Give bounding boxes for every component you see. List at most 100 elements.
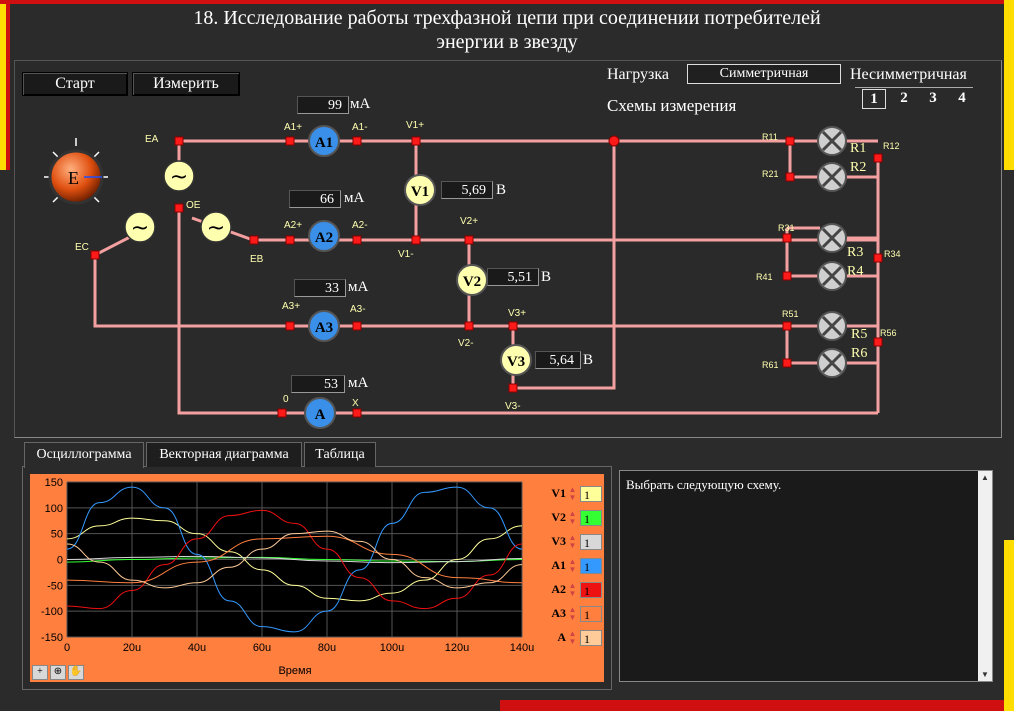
schemes-divider [855, 87, 973, 88]
ammeter-a [304, 397, 336, 429]
ammeter-a2 [308, 220, 340, 252]
load-selector[interactable]: Симметричная [687, 64, 841, 84]
series-a3-line [66, 535, 523, 584]
a1-display: 99 [297, 96, 349, 114]
window-title: 18. Исследование работы трехфазной цепи … [0, 6, 1014, 54]
v3-unit: В [583, 352, 594, 368]
channel-v2-label: V2 [551, 510, 566, 524]
start-button[interactable]: Старт [22, 72, 128, 96]
tab-vector-diagram[interactable]: Векторная диаграмма [146, 442, 302, 467]
frame-accent-top-left [0, 0, 6, 170]
scheme-2[interactable]: 2 [900, 90, 908, 106]
y-tick-labels: 150 100 50 0 -50 -100 -150 [41, 477, 63, 644]
series-v1-line [66, 517, 523, 602]
measure-button[interactable]: Измерить [132, 72, 240, 96]
channel-a1-value[interactable]: 1 [580, 558, 602, 574]
tab-table[interactable]: Таблица [304, 442, 376, 467]
generator-c [124, 211, 156, 243]
node-r21-label: R21 [762, 169, 779, 179]
channel-v3-stepper-icon[interactable]: ▲ ▼ [568, 533, 577, 550]
frame-accent-top-left-red [6, 0, 10, 170]
lamp-r3-label: R3 [847, 245, 863, 260]
channel-a-value[interactable]: 1 [580, 630, 602, 646]
v1-plus-label: V1+ [406, 120, 424, 131]
v2-unit: В [541, 269, 552, 285]
cursor-tool-icon[interactable]: + [32, 665, 48, 680]
x-tick-label: 140u [510, 642, 534, 654]
voltmeter-v3 [500, 344, 532, 376]
a1-unit: мА [350, 96, 371, 112]
a-minus-label: X [352, 398, 359, 409]
scrollbar[interactable]: ▲ ▼ [978, 471, 992, 681]
channel-a2-label: A2 [551, 582, 566, 596]
node-r41-label: R41 [756, 272, 773, 282]
generator-a [163, 160, 195, 192]
message-text: Выбрать следующую схему. [626, 477, 782, 492]
y-tick-label: 150 [45, 477, 63, 489]
lamp-r6-label: R6 [851, 346, 867, 361]
load-asym-option[interactable]: Несимметричная [850, 66, 967, 83]
y-tick-label: 0 [57, 555, 63, 567]
x-axis-label: Время [278, 665, 311, 677]
schemes-label: Схемы измерения [607, 96, 737, 115]
scheme-4[interactable]: 4 [958, 90, 966, 106]
a2-plus-label: A2+ [284, 220, 302, 231]
channel-a3-label: A3 [551, 606, 566, 620]
x-tick-label: 40u [188, 642, 206, 654]
x-tick-labels: 0 20u 40u 60u 80u 100u 120u 140u [64, 642, 534, 654]
lamp-r6-cross [821, 352, 843, 374]
scheme-1[interactable]: 1 [862, 89, 886, 109]
node-r12-label: R12 [883, 141, 900, 151]
channel-v2-stepper-icon[interactable]: ▲ ▼ [568, 509, 577, 526]
ammeter-a2-label: A2 [315, 230, 333, 246]
scroll-up-icon[interactable]: ▲ [981, 473, 989, 482]
node-r31-label: R31 [778, 223, 795, 233]
x-tick-label: 120u [445, 642, 469, 654]
ammeter-a1-label: A1 [315, 135, 333, 151]
v3-display: 5,64 [535, 351, 581, 369]
lamp-r4-cross [821, 265, 843, 287]
a2-unit: мА [344, 190, 365, 206]
pan-tool-icon[interactable]: ✋ [68, 665, 84, 680]
channel-a3-stepper-icon[interactable]: ▲ ▼ [568, 605, 577, 622]
channel-a2-stepper-icon[interactable]: ▲ ▼ [568, 581, 577, 598]
label-ec: EC [75, 242, 89, 253]
zoom-tool-icon[interactable]: ⊕ [50, 665, 66, 680]
lamp-r3-cross [821, 227, 843, 249]
label-eb: EB [250, 254, 264, 265]
ammeter-a3-label: A3 [315, 320, 333, 336]
source-e-label: E [68, 168, 79, 188]
ammeter-a-label: A [315, 407, 326, 423]
lamp-r1-cross [821, 130, 843, 152]
terminal-nodes [90, 135, 883, 418]
voltmeter-v2-label: V2 [463, 274, 481, 290]
x-tick-label: 80u [318, 642, 336, 654]
channel-a1-stepper-icon[interactable]: ▲ ▼ [568, 557, 577, 574]
v2-plus-label: V2+ [460, 216, 478, 227]
ammeter-a1 [308, 125, 340, 157]
node-r34-label: R34 [884, 249, 901, 259]
channel-a2-value[interactable]: 1 [580, 582, 602, 598]
channel-a3-value[interactable]: 1 [580, 606, 602, 622]
x-tick-label: 20u [123, 642, 141, 654]
channel-v3-value[interactable]: 1 [580, 534, 602, 550]
tab-oscillogram[interactable]: Осциллограмма [24, 442, 144, 468]
voltmeter-v1 [404, 174, 436, 206]
channel-v1-value[interactable]: 1 [580, 486, 602, 502]
channel-a-stepper-icon[interactable]: ▲ ▼ [568, 629, 577, 646]
a-unit: мА [348, 375, 369, 391]
a2-display: 66 [289, 190, 341, 208]
channel-v2-value[interactable]: 1 [580, 510, 602, 526]
lamp-r4-label: R4 [847, 264, 863, 279]
frame-accent-bottom-right [1004, 540, 1014, 711]
message-box[interactable]: Выбрать следующую схему. ▲ ▼ [619, 470, 993, 682]
channel-v1-stepper-icon[interactable]: ▲ ▼ [568, 485, 577, 502]
title-line-2: энергии в звезду [436, 31, 578, 53]
a3-plus-label: A3+ [282, 301, 300, 312]
title-line-1: 18. Исследование работы трехфазной цепи … [193, 7, 821, 29]
scroll-down-icon[interactable]: ▼ [981, 670, 989, 679]
frame-accent-top-right [1004, 0, 1014, 170]
scheme-3[interactable]: 3 [929, 90, 937, 106]
v2-minus-label: V2- [458, 338, 474, 349]
